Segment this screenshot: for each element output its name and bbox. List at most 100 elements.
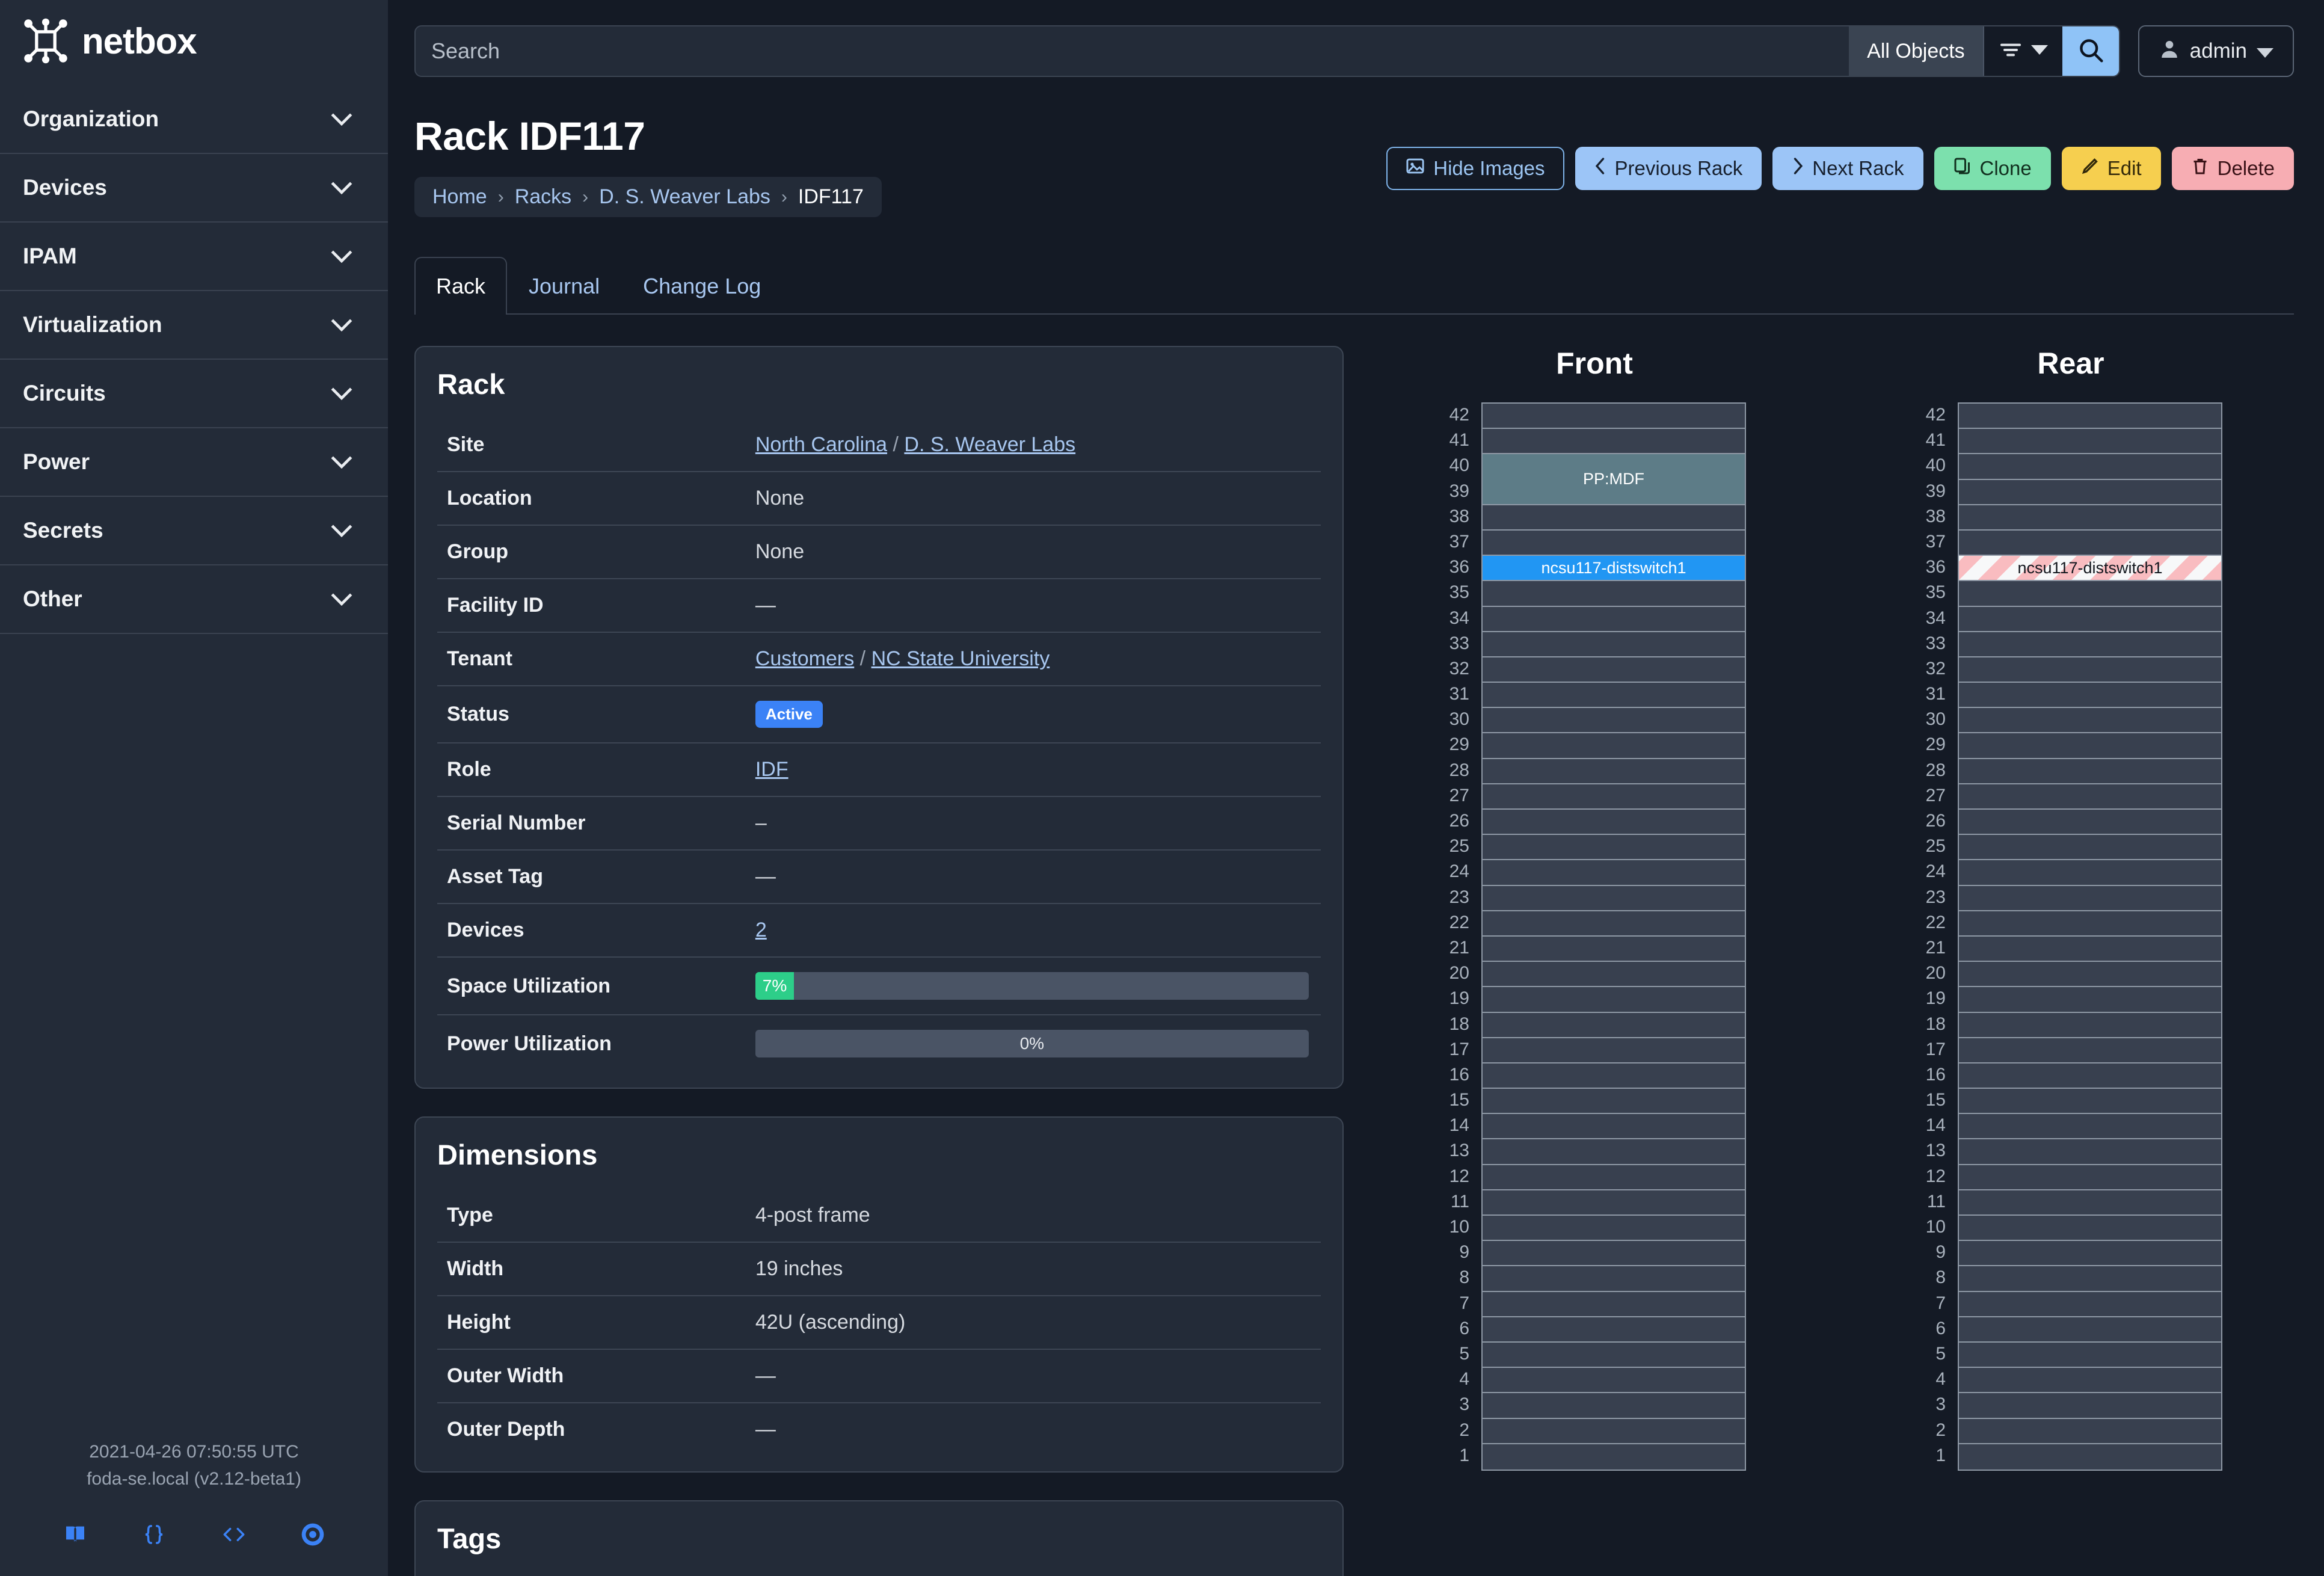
rack-unit-empty[interactable] [1483, 1216, 1745, 1242]
rack-unit-empty[interactable] [1483, 1012, 1745, 1038]
sidebar-item-devices[interactable]: Devices [0, 154, 388, 223]
rack-unit-empty[interactable] [1483, 1266, 1745, 1292]
rack-unit-empty[interactable] [1959, 936, 2221, 962]
sidebar-item-other[interactable]: Other [0, 565, 388, 634]
rack-unit-empty[interactable] [1483, 1241, 1745, 1267]
rack-unit-empty[interactable] [1483, 911, 1745, 937]
breadcrumb-item-site[interactable]: D. S. Weaver Labs [599, 185, 770, 208]
rack-unit-empty[interactable] [1959, 632, 2221, 657]
rack-unit-empty[interactable] [1959, 962, 2221, 988]
user-menu-button[interactable]: admin [2138, 25, 2294, 77]
rack-unit-empty[interactable] [1483, 404, 1745, 429]
rack-unit-empty[interactable] [1483, 1190, 1745, 1216]
rack-unit-empty[interactable] [1483, 429, 1745, 455]
rack-unit-empty[interactable] [1483, 1089, 1745, 1115]
hide-images-button[interactable]: Hide Images [1386, 147, 1564, 190]
search-filter-button[interactable] [1982, 26, 2062, 76]
rack-unit-empty[interactable] [1959, 885, 2221, 911]
rack-unit-empty[interactable] [1483, 1418, 1745, 1444]
rack-unit-empty[interactable] [1959, 810, 2221, 836]
rack-unit-empty[interactable] [1483, 784, 1745, 810]
rack-unit-empty[interactable] [1483, 860, 1745, 886]
rack-unit-empty[interactable] [1959, 657, 2221, 683]
rack-unit-empty[interactable] [1483, 987, 1745, 1013]
sidebar-item-organization[interactable]: Organization [0, 85, 388, 154]
previous-rack-button[interactable]: Previous Rack [1575, 147, 1762, 190]
tab-change-log[interactable]: Change Log [643, 274, 761, 298]
search-submit-button[interactable] [2062, 26, 2119, 76]
rack-unit-empty[interactable] [1959, 1216, 2221, 1242]
rack-unit-empty[interactable] [1959, 759, 2221, 784]
tenant-link[interactable]: NC State University [871, 647, 1050, 670]
help-lifering-icon[interactable] [301, 1522, 325, 1551]
global-search[interactable]: All Objects [414, 25, 2120, 77]
docs-book-icon[interactable] [63, 1522, 87, 1551]
rack-unit-empty[interactable] [1959, 1165, 2221, 1190]
clone-button[interactable]: Clone [1934, 147, 2051, 190]
tab-rack[interactable]: Rack [414, 257, 508, 315]
rack-unit-empty[interactable] [1483, 1342, 1745, 1368]
sidebar-item-secrets[interactable]: Secrets [0, 497, 388, 565]
rack-unit-empty[interactable] [1959, 860, 2221, 886]
rack-unit-empty[interactable] [1483, 885, 1745, 911]
role-link[interactable]: IDF [755, 758, 788, 781]
rack-unit-empty[interactable] [1959, 1393, 2221, 1419]
rack-unit-empty[interactable] [1959, 987, 2221, 1013]
rack-unit-empty[interactable] [1483, 1368, 1745, 1394]
rack-unit-empty[interactable] [1483, 1063, 1745, 1089]
rack-unit-empty[interactable] [1483, 1317, 1745, 1343]
rack-unit-empty[interactable] [1483, 505, 1745, 531]
rack-unit-empty[interactable] [1959, 784, 2221, 810]
rack-unit-empty[interactable] [1483, 581, 1745, 607]
tab-journal[interactable]: Journal [529, 274, 600, 298]
rack-unit-empty[interactable] [1959, 581, 2221, 607]
api-braces-icon[interactable] [141, 1523, 167, 1550]
rack-unit-empty[interactable] [1959, 1368, 2221, 1394]
rack-unit-empty[interactable] [1959, 1089, 2221, 1115]
site-link[interactable]: D. S. Weaver Labs [904, 433, 1076, 456]
rack-unit-empty[interactable] [1959, 479, 2221, 505]
next-rack-button[interactable]: Next Rack [1772, 147, 1923, 190]
rack-unit-empty[interactable] [1483, 810, 1745, 836]
rack-unit-empty[interactable] [1959, 1342, 2221, 1368]
rack-unit-empty[interactable] [1959, 835, 2221, 861]
source-code-icon[interactable] [221, 1523, 247, 1550]
rack-unit-empty[interactable] [1483, 606, 1745, 632]
rack-unit-empty[interactable] [1483, 759, 1745, 784]
sidebar-item-circuits[interactable]: Circuits [0, 360, 388, 428]
sidebar-item-virtualization[interactable]: Virtualization [0, 291, 388, 360]
rack-unit-empty[interactable] [1959, 505, 2221, 531]
rack-unit-empty[interactable] [1959, 911, 2221, 937]
rack-device-pp[interactable]: PP:MDF [1483, 454, 1745, 505]
rack-unit-empty[interactable] [1483, 632, 1745, 657]
rack-unit-empty[interactable] [1959, 1063, 2221, 1089]
rack-unit-empty[interactable] [1483, 657, 1745, 683]
rack-device-striped[interactable]: ncsu117-distswitch1 [1959, 556, 2221, 582]
breadcrumb-item-racks[interactable]: Racks [514, 185, 572, 208]
rack-unit-empty[interactable] [1483, 936, 1745, 962]
rack-unit-empty[interactable] [1483, 733, 1745, 759]
rack-unit-empty[interactable] [1959, 1266, 2221, 1292]
rack-unit-empty[interactable] [1959, 1444, 2221, 1470]
rack-unit-empty[interactable] [1483, 683, 1745, 709]
rack-unit-empty[interactable] [1959, 1418, 2221, 1444]
rack-unit-empty[interactable] [1959, 1241, 2221, 1267]
rack-unit-empty[interactable] [1959, 1114, 2221, 1140]
rack-device-blue[interactable]: ncsu117-distswitch1 [1483, 556, 1745, 582]
rack-unit-empty[interactable] [1959, 683, 2221, 709]
rack-unit-empty[interactable] [1483, 1038, 1745, 1063]
rack-unit-empty[interactable] [1483, 1165, 1745, 1190]
rack-unit-empty[interactable] [1959, 429, 2221, 455]
search-input[interactable] [416, 26, 1849, 76]
rack-unit-empty[interactable] [1959, 1012, 2221, 1038]
rack-unit-empty[interactable] [1959, 1139, 2221, 1165]
brand[interactable]: netbox [0, 0, 388, 85]
rack-unit-empty[interactable] [1483, 530, 1745, 556]
rack-unit-empty[interactable] [1959, 1190, 2221, 1216]
search-scope-button[interactable]: All Objects [1849, 26, 1983, 76]
rack-unit-empty[interactable] [1959, 1038, 2221, 1063]
rack-unit-empty[interactable] [1483, 962, 1745, 988]
site-region-link[interactable]: North Carolina [755, 433, 888, 456]
breadcrumb-item-home[interactable]: Home [432, 185, 487, 208]
rack-unit-empty[interactable] [1483, 708, 1745, 734]
